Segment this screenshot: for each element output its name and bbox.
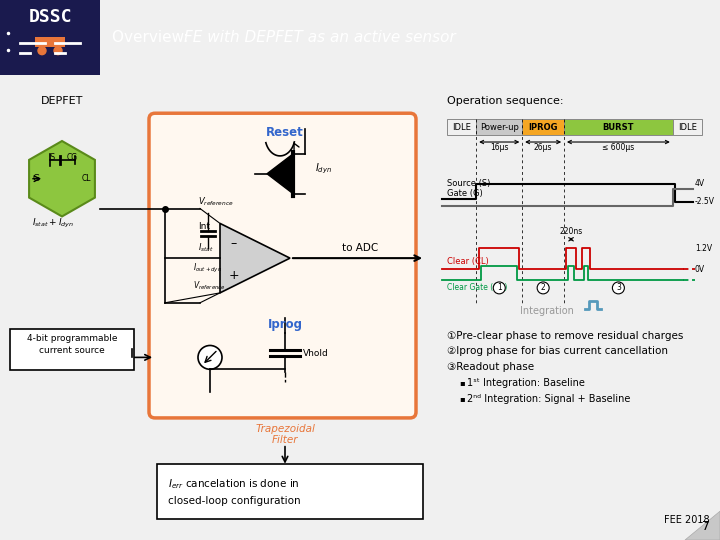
Text: Reset: Reset (266, 126, 304, 139)
Circle shape (493, 282, 505, 294)
Text: $V_{reference}$: $V_{reference}$ (193, 280, 225, 292)
Text: -2.5V: -2.5V (695, 197, 715, 206)
Text: 26μs: 26μs (534, 143, 552, 152)
Text: DSSC: DSSC (28, 8, 72, 26)
Text: +: + (229, 268, 239, 281)
Text: $I_{err}$ cancelation is done in: $I_{err}$ cancelation is done in (168, 477, 300, 491)
Circle shape (38, 46, 46, 55)
Text: 220ns: 220ns (559, 227, 582, 237)
Text: Gate (G): Gate (G) (447, 189, 482, 198)
Text: ≤ 600μs: ≤ 600μs (602, 143, 634, 152)
Text: closed-loop configuration: closed-loop configuration (168, 496, 301, 507)
Text: Integration: Integration (520, 306, 574, 316)
Text: to ADC: to ADC (342, 243, 378, 253)
Bar (564, 119, 672, 135)
Text: CL: CL (81, 174, 91, 183)
Text: ▪: ▪ (459, 394, 464, 403)
Polygon shape (29, 141, 95, 217)
Text: $V_{reference}$: $V_{reference}$ (198, 195, 234, 208)
Text: Trapezoidal
Filter: Trapezoidal Filter (255, 424, 315, 446)
Circle shape (54, 46, 62, 55)
Text: 3: 3 (616, 284, 621, 292)
Text: 16μs: 16μs (490, 143, 508, 152)
Text: 2ⁿᵈ Integration: Signal + Baseline: 2ⁿᵈ Integration: Signal + Baseline (467, 394, 631, 404)
Text: 1: 1 (497, 284, 502, 292)
Text: 2: 2 (541, 284, 546, 292)
Bar (476, 119, 522, 135)
Text: 4V: 4V (695, 179, 705, 188)
Text: Clear (CL): Clear (CL) (447, 256, 489, 266)
Text: IDLE: IDLE (678, 123, 697, 132)
Text: BURST: BURST (603, 123, 634, 132)
Text: $I_{dyn}$: $I_{dyn}$ (315, 161, 332, 176)
Text: $I_{stat}$: $I_{stat}$ (198, 242, 214, 254)
FancyBboxPatch shape (157, 463, 423, 519)
FancyBboxPatch shape (10, 329, 134, 370)
Text: Overview:: Overview: (112, 30, 198, 45)
Text: Source (S): Source (S) (447, 179, 490, 188)
Circle shape (613, 282, 624, 294)
Polygon shape (267, 154, 293, 194)
Text: 4-bit programmable
current source: 4-bit programmable current source (27, 334, 117, 355)
Text: G: G (32, 174, 40, 183)
Text: CG: CG (66, 153, 78, 163)
Text: Vhold: Vhold (303, 349, 329, 358)
Text: ▪: ▪ (459, 378, 464, 387)
Text: $I_{stat}+I_{dyn}$: $I_{stat}+I_{dyn}$ (32, 217, 74, 230)
Text: –: – (231, 237, 237, 249)
Text: FE with DEPFET as an active sensor: FE with DEPFET as an active sensor (184, 30, 456, 45)
Circle shape (198, 346, 222, 369)
FancyBboxPatch shape (149, 113, 416, 418)
Text: Iprog: Iprog (268, 318, 302, 331)
FancyBboxPatch shape (0, 0, 100, 75)
Text: ①Pre-clear phase to remove residual charges: ①Pre-clear phase to remove residual char… (447, 330, 683, 341)
Circle shape (537, 282, 549, 294)
Bar (522, 119, 564, 135)
Text: ②Iprog phase for bias current cancellation: ②Iprog phase for bias current cancellati… (447, 347, 668, 356)
Text: 1ˢᵗ Integration: Baseline: 1ˢᵗ Integration: Baseline (467, 378, 585, 388)
Text: IDLE: IDLE (452, 123, 471, 132)
Text: Operation sequence:: Operation sequence: (447, 96, 564, 106)
Text: Power-up: Power-up (480, 123, 518, 132)
Text: 1.2V: 1.2V (695, 244, 712, 253)
Text: DEPFET: DEPFET (41, 96, 84, 106)
Text: FEE 2018: FEE 2018 (665, 515, 710, 525)
Text: ③Readout phase: ③Readout phase (447, 362, 534, 373)
Text: S: S (50, 153, 55, 163)
Text: $I_{out+dyn}$: $I_{out+dyn}$ (193, 261, 222, 275)
Bar (447, 119, 476, 135)
Bar (672, 119, 702, 135)
Text: 0V: 0V (695, 265, 705, 274)
Polygon shape (35, 37, 65, 46)
Polygon shape (685, 511, 720, 540)
Text: IPROG: IPROG (528, 123, 558, 132)
Polygon shape (220, 224, 290, 293)
Text: 7: 7 (702, 520, 710, 533)
Text: Clear Gate (CG): Clear Gate (CG) (447, 284, 508, 292)
Text: Int: Int (198, 222, 210, 231)
